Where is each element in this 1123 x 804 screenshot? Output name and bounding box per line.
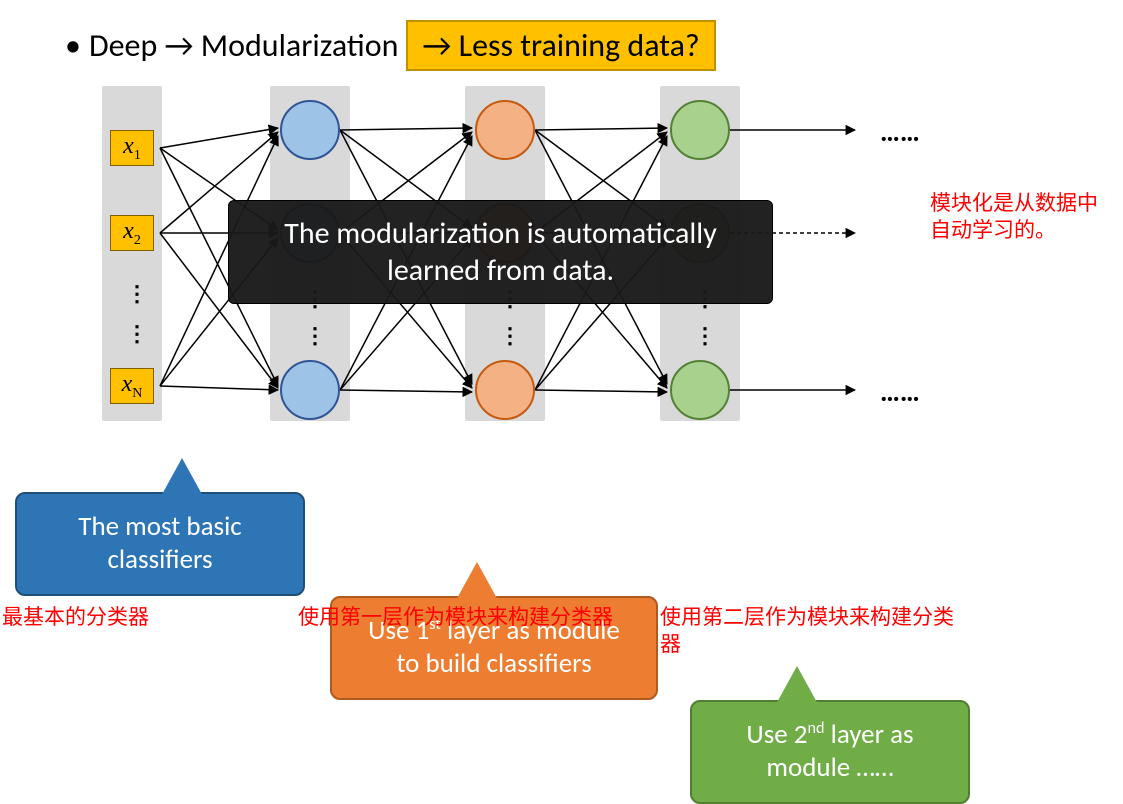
callout3-line2: module …… [706,751,954,784]
title-text-1: Deep → Modularization [89,26,398,65]
layer2-ellipsis2: ⋮ [499,322,521,349]
title-row: • Deep → Modularization → Less training … [65,20,716,71]
callout1-line1: The most basic [31,510,289,543]
callout-tail [455,562,499,602]
title-highlight-box: → Less training data? [406,20,715,71]
callout-basic-classifiers: The most basic classifiers [15,492,305,596]
callout-tail [775,666,819,706]
layer1-node-n [280,360,340,420]
input-ellipsis: ⋮ [126,280,148,307]
callout2-line2: to build classifiers [346,647,642,680]
layer1-ellipsis2: ⋮ [304,322,326,349]
layer3-ellipsis2: ⋮ [694,322,716,349]
input-xn: xN [110,368,154,404]
output-dots-1: …… [880,114,920,149]
side-note-red: 模块化是从数据中自动学习的。 [930,190,1110,245]
callout2-note: 使用第一层作为模块来构建分类器 [298,604,613,631]
callout3-note: 使用第二层作为模块来构建分类器 [660,604,960,659]
callout-tail [160,458,204,498]
layer1-node-1 [280,100,340,160]
output-dots-n: …… [880,374,920,409]
layer3-node-1 [670,100,730,160]
callout1-note: 最基本的分类器 [2,604,149,631]
layer2-node-n [475,360,535,420]
overlay-statement: The modularization is automatically lear… [228,200,773,304]
callout3-line1: Use 2nd layer as [706,718,954,751]
layer2-node-1 [475,100,535,160]
input-x1: x1 [110,130,154,166]
callout-layer2-module: Use 2nd layer as module …… [690,700,970,804]
input-ellipsis2: ⋮ [126,320,148,347]
overlay-text: The modularization is automatically lear… [284,215,717,289]
layer3-node-n [670,360,730,420]
bullet: • [65,26,81,65]
input-x2: x2 [110,215,154,251]
callout1-line2: classifiers [31,543,289,576]
